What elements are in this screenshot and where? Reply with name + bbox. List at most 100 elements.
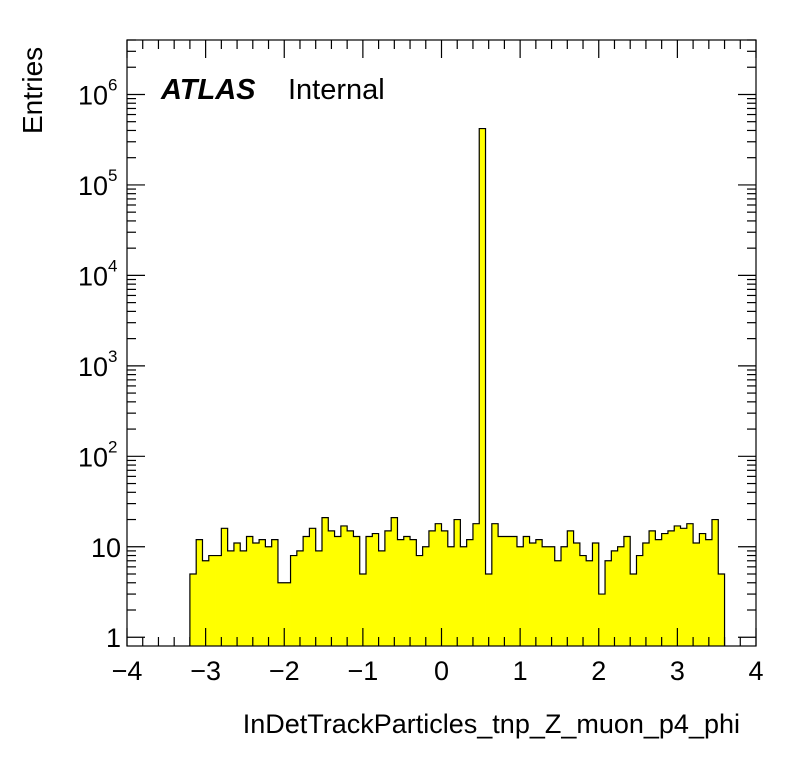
histogram-bar	[227, 550, 235, 646]
x-axis-ticks	[126, 40, 757, 646]
histogram-bar	[693, 543, 700, 646]
histogram-bar	[334, 536, 342, 646]
histogram-bar	[397, 539, 405, 646]
histogram-bar	[428, 530, 436, 646]
histogram-bar	[718, 574, 725, 646]
histogram-bar	[649, 530, 656, 646]
histogram-bar	[435, 523, 442, 646]
histogram-bar	[208, 555, 216, 646]
y-axis-tick-labels: 1 10 102 103 104 105 106	[78, 75, 121, 653]
x-tick-label: 4	[748, 656, 763, 686]
histogram-bar	[265, 546, 273, 646]
histogram-bar	[561, 546, 568, 646]
y-tick-label: 102	[78, 437, 118, 472]
histogram-bar	[711, 519, 719, 646]
histogram-bar	[447, 546, 455, 646]
histogram-bar	[705, 539, 713, 646]
x-tick-label: 1	[513, 656, 528, 686]
histogram-bar	[510, 536, 518, 646]
histogram-bar	[240, 550, 247, 646]
histogram-bar	[460, 546, 468, 646]
histogram-bar	[567, 530, 574, 646]
histogram-bar	[233, 543, 241, 646]
histogram-bar	[554, 560, 562, 646]
histogram-bar	[661, 533, 669, 646]
histogram-bar	[485, 574, 493, 646]
histogram-bar	[422, 546, 430, 646]
histogram-bar	[573, 543, 581, 646]
histogram-bar	[655, 539, 663, 646]
histogram-bar	[642, 543, 650, 646]
y-tick-label: 10	[91, 533, 121, 563]
histogram-bar	[674, 525, 681, 646]
x-tick-label: −3	[190, 656, 221, 686]
histogram-bar	[340, 525, 348, 646]
x-tick-label: 2	[591, 656, 606, 686]
histogram-bar	[403, 536, 411, 646]
histogram-bar	[504, 536, 512, 646]
histogram-bar	[410, 539, 417, 646]
histogram-bar	[259, 539, 266, 646]
histogram-bar	[221, 528, 229, 646]
histogram-bar	[466, 539, 474, 646]
histogram-bar	[359, 574, 367, 646]
y-axis-label: Entries	[17, 47, 48, 134]
histogram-bar	[498, 536, 505, 646]
histogram-bar	[535, 539, 543, 646]
histogram-bar	[454, 519, 461, 646]
x-tick-label: 0	[434, 656, 449, 686]
y-tick-label: 1	[106, 623, 121, 653]
histogram-bar	[472, 523, 480, 646]
histogram-bar	[667, 530, 675, 646]
histogram-bar	[290, 555, 298, 646]
histogram-bar	[636, 555, 644, 646]
histogram-bar	[215, 555, 222, 646]
histogram-bar	[384, 530, 392, 646]
internal-label: Internal	[288, 74, 385, 106]
histogram-bar	[686, 523, 694, 646]
histogram-bar	[586, 560, 593, 646]
histogram-bar	[309, 528, 317, 646]
y-tick-label: 104	[78, 256, 118, 291]
histogram-bar	[252, 543, 260, 646]
y-tick-label: 103	[78, 347, 118, 382]
y-tick-label: 106	[78, 75, 118, 110]
histogram-bar	[196, 539, 203, 646]
histogram-bar	[296, 550, 304, 646]
histogram-bar	[611, 550, 619, 646]
x-tick-label: 3	[670, 656, 685, 686]
x-axis-label: InDetTrackParticles_tnp_Z_muon_p4_phi	[243, 709, 740, 739]
histogram-bar	[699, 533, 707, 646]
histogram-bar	[277, 582, 285, 646]
histogram-bar	[202, 560, 210, 646]
histogram-bar	[366, 536, 373, 646]
histogram-bar	[315, 550, 323, 646]
histogram-bar	[523, 536, 530, 646]
histogram-outline	[189, 127, 726, 646]
histogram-bar	[605, 560, 612, 646]
histogram-bar	[347, 530, 354, 646]
histogram-bar	[542, 546, 549, 646]
histogram-bar	[623, 536, 631, 646]
histogram-bar	[630, 574, 637, 646]
x-tick-label: −4	[112, 656, 143, 686]
histogram-bar	[372, 533, 379, 646]
histogram-bar	[353, 536, 361, 646]
histogram-bar	[328, 530, 335, 646]
histogram-bar	[303, 536, 310, 646]
x-tick-label: −2	[269, 656, 300, 686]
histogram-bar	[441, 530, 449, 646]
histogram-bar	[598, 594, 606, 646]
histogram-bar	[491, 523, 499, 646]
histogram-bar	[246, 536, 254, 646]
histogram-bar	[680, 528, 688, 646]
histogram-bar	[579, 555, 587, 646]
histogram-bar	[321, 517, 329, 646]
atlas-label: ATLAS	[160, 74, 256, 106]
y-tick-label: 105	[78, 166, 118, 201]
histogram-bar	[271, 539, 279, 646]
y-axis-ticks	[127, 39, 756, 638]
histogram-bar	[416, 555, 424, 646]
histogram-bar	[529, 543, 537, 646]
